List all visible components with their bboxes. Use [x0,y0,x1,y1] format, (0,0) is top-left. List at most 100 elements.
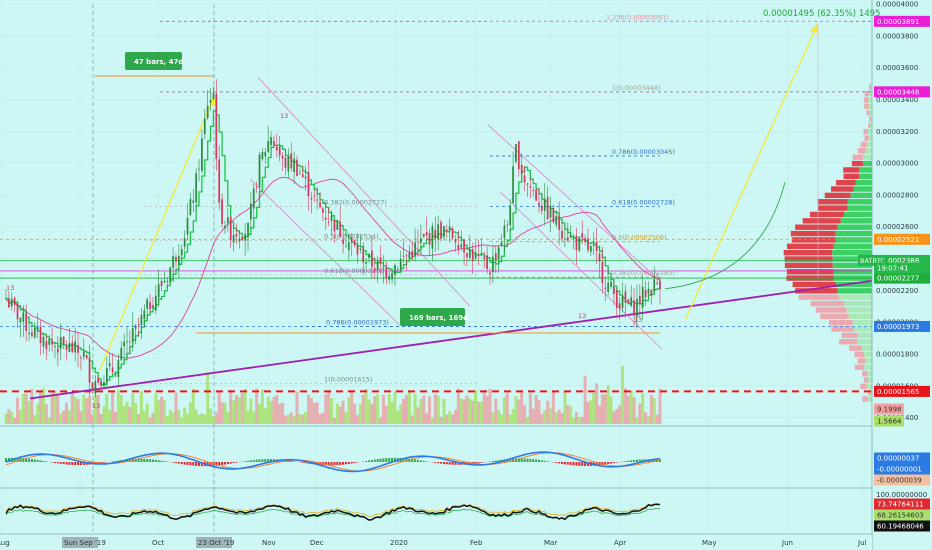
volume-bar [416,407,420,424]
fib-label: 0.618(0.00002728) [612,198,675,206]
macd-histogram-bar [71,462,74,465]
macd-histogram-bar [28,458,31,462]
volume-bar [476,401,480,424]
macd-histogram-bar [465,462,468,465]
rsi-tag-bg [874,498,930,510]
macd-histogram-bar [353,462,356,464]
volume-bar [373,396,377,424]
macd-histogram-bar [114,460,117,462]
macd-histogram-bar [186,462,189,465]
volume-bar [546,400,550,424]
candle-body [149,302,151,310]
volume-bar [407,390,411,424]
volume-bar [361,394,365,424]
rsi-tag: 60.19468046 [877,523,924,531]
volume-bar [402,398,406,424]
candle-body [287,156,290,172]
candle-body [316,199,319,201]
macd-histogram-bar [77,462,80,466]
profile-buy [852,319,872,326]
volume-bar [615,409,619,424]
profile-buy [837,224,872,230]
macd-histogram-bar [189,462,192,466]
macd-histogram-bar [477,462,480,464]
candle-body [454,239,457,243]
macd-histogram-bar [267,459,270,462]
candle-body [601,261,604,283]
candle-body [431,226,434,249]
candle-body [402,255,405,257]
volume-bar [44,404,48,424]
level-tag: 0.00002388 [877,257,919,265]
volume-bar [70,391,74,424]
macd-histogram-bar [494,460,497,462]
macd-histogram-bar [454,462,457,465]
fib-left-label: 0.5(0.00002514) [324,232,379,240]
candle-body [154,295,157,311]
profile-buy [848,313,872,319]
candle-body [258,154,261,188]
macd-histogram-bar [543,460,546,462]
macd-histogram-bar [94,462,97,465]
td-count-label: 13 [634,316,642,324]
volume-bar [272,397,276,424]
macd-histogram-bar [514,458,517,462]
candle-body [241,237,244,240]
candle-body [644,290,647,298]
profile-sell [798,294,840,300]
candle-body [322,208,324,213]
macd-histogram-bar [595,462,598,466]
volume-bar [243,388,247,424]
profile-buy [867,396,872,402]
candle-body [273,140,275,145]
countdown-tag-bg [874,262,930,274]
candle-body [25,313,28,331]
volume-bar [517,399,521,424]
volume-bar [220,402,224,424]
macd-histogram-bar [5,458,7,462]
level-tag-bg [874,86,930,98]
candle-body [405,255,408,257]
candle-body [129,341,131,343]
macd-histogram-bar [316,462,319,465]
volume-bar [531,408,535,424]
candle-body [201,138,203,171]
volume-bar [479,401,483,424]
candle-body [62,336,65,344]
projection-arrow [99,96,215,371]
volume-bar [186,413,190,424]
candle-body [301,174,304,178]
volume-bar [165,415,169,424]
volume-bar [600,394,604,424]
profile-buy [870,84,872,90]
profile-sell [784,256,833,262]
macd-histogram-bar [68,462,71,465]
volume-bar [428,396,432,424]
candle-body [221,199,223,224]
candle-body [353,240,356,246]
volume-bar [502,397,506,424]
volume-bar [626,395,630,424]
candle-body [538,202,540,206]
profile-buy [861,345,872,351]
volume-bar [102,406,106,424]
macd-histogram-bar [581,462,584,466]
profile-sell [854,364,865,370]
profile-buy [858,332,872,339]
candle-body [650,289,653,296]
candle-body [598,253,601,262]
candle-body [71,342,74,352]
candle-body [183,238,186,247]
macd-histogram-bar [635,459,638,462]
macd-histogram-bar [610,462,613,464]
volume-bar [419,398,423,424]
volume-bar [304,411,308,424]
volume-bar [453,409,457,424]
candle-body [422,233,425,237]
macd-histogram-bar [183,462,186,465]
candle-body [137,323,140,325]
profile-buy [835,237,872,243]
candle-body [615,290,618,308]
volume-bar [315,402,319,424]
